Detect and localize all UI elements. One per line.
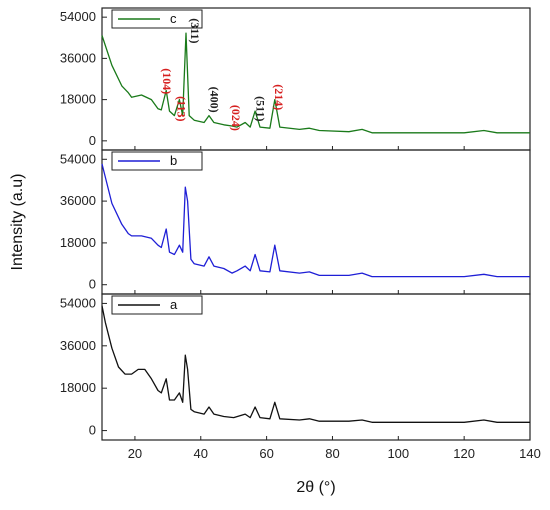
panel-frame [101,149,531,295]
legend-c: c [111,9,203,29]
x-axis-title: 2θ (°) [296,479,335,496]
y-tick-label: 54000 [60,151,96,166]
y-tick-label: 0 [89,133,96,148]
y-tick-label: 18000 [60,235,96,250]
y-tick-label: 0 [89,277,96,292]
y-tick-label: 18000 [60,92,96,107]
y-tick-label: 36000 [60,50,96,65]
series-line-b [101,163,530,278]
panel-b: 0 18000 36000 54000 b [60,149,531,295]
legend-label: b [170,153,177,168]
x-tick-label: 40 [194,446,208,461]
x-tick-label: 60 [259,446,273,461]
y-tick-label: 0 [89,423,96,438]
legend-a: a [111,295,203,315]
peak-annotation: (113) [175,96,189,121]
x-tick-label: 80 [325,446,339,461]
y-tick-label: 54000 [60,9,96,24]
y-tick-label: 18000 [60,380,96,395]
y-tick-label: 54000 [60,295,96,310]
x-tick-label: 120 [453,446,475,461]
chart-panels: 0 18000 36000 54000 c (104) (311) (113) (400) (02… [60,7,531,441]
peak-annotation: (104) [160,68,174,94]
y-tick-label: 36000 [60,338,96,353]
peak-annotation: (511) [254,96,268,121]
x-tick-label: 140 [519,446,541,461]
peak-annotation: (311) [188,18,202,43]
peak-annotation: (214) [272,84,286,110]
panel-frame [101,293,531,441]
legend-label: a [170,297,178,312]
x-tick-label: 20 [128,446,142,461]
series-line-a [101,305,530,423]
y-tick-label: 36000 [60,193,96,208]
legend-b: b [111,151,203,171]
x-axis: 20 40 60 80 100 120 140 [128,446,541,461]
peak-annotation: (400) [208,87,222,113]
panel-c: 0 18000 36000 54000 c (104) (311) (113) (400) (02… [60,7,531,151]
panel-a: 0 18000 36000 54000 a [60,293,531,441]
x-tick-label: 100 [387,446,409,461]
legend-label: c [170,11,177,26]
series-line-c [101,32,530,134]
y-axis-title: Intensity (a.u) [9,174,26,271]
peak-annotation: (024) [229,105,243,131]
